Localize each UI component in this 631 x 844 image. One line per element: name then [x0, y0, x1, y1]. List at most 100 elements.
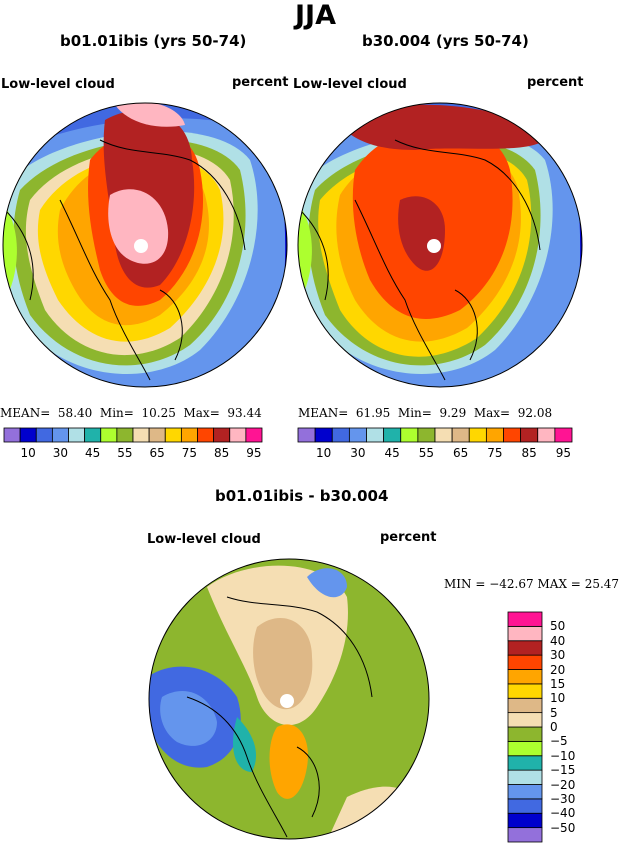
panel1-units-label: percent — [232, 75, 289, 90]
panel1-colorbar-tick-label: 45 — [85, 446, 101, 460]
panel1-colorbar-tick-label: 10 — [20, 446, 36, 460]
panel2-colorbar-swatch — [331, 427, 350, 443]
diff-min-label: MIN = — [444, 577, 486, 591]
panel1-colorbar-tick-label: 55 — [117, 446, 133, 460]
panel1-title: b01.01ibis (yrs 50-74) — [60, 32, 247, 50]
panel1-colorbar-swatch — [229, 427, 247, 443]
panel2-stats: MEAN= 61.95 Min= 9.29 Max= 92.08 — [298, 406, 552, 420]
panel2-colorbar-tick-label: 45 — [384, 446, 400, 460]
panel1-colorbar-swatch — [148, 427, 166, 443]
diff-colorbar-swatch — [507, 769, 543, 785]
diff-colorbar-tick-label: 5 — [550, 705, 558, 720]
panel2-colorbar-tick-label: 85 — [521, 446, 537, 460]
panel2-colorbar-tick-label: 55 — [418, 446, 435, 460]
diff-colorbar-tick-label: −30 — [550, 791, 576, 806]
panel2-colorbar-tick-label: 10 — [316, 446, 332, 460]
diff-colorbar-swatch — [507, 654, 543, 670]
diff-colorbar-tick-label: −5 — [550, 734, 568, 749]
diff-colorbar-tick-label: 30 — [550, 648, 566, 663]
diff-panel-title: b01.01ibis - b30.004 — [215, 487, 389, 505]
panel1-colorbar-swatch — [84, 427, 102, 443]
panel2-colorbar-swatch — [537, 427, 556, 443]
panel1-colorbar-swatch — [197, 427, 215, 443]
panel2-polar-map — [297, 102, 583, 388]
panel1-colorbar-swatch — [164, 427, 182, 443]
panel2-colorbar-swatch — [451, 427, 470, 443]
panel1-min-value: 10.25 — [141, 406, 176, 420]
diff-variable-label: Low-level cloud — [147, 532, 261, 547]
panel2-colorbar-tick-label: 95 — [555, 446, 572, 460]
diff-colorbar-tick-label: −10 — [550, 748, 576, 763]
diff-colorbar-swatch — [507, 640, 543, 656]
diff-colorbar-swatch — [507, 697, 543, 714]
panel2-colorbar-tick-label: 30 — [350, 446, 366, 460]
diff-units-label: percent — [380, 530, 437, 545]
panel2-colorbar-swatch — [348, 427, 367, 443]
panel2-colorbar-tick-label: 75 — [487, 446, 503, 460]
panel2-mean-label: MEAN= — [298, 406, 349, 420]
panel1-colorbar-swatch — [116, 427, 134, 443]
panel1-variable-label: Low-level cloud — [1, 77, 115, 92]
diff-polar-map — [148, 558, 430, 840]
panel1-colorbar-tick-label: 75 — [181, 446, 198, 460]
panel2-colorbar-swatch — [485, 427, 504, 443]
panel2-colorbar-swatch — [520, 427, 539, 443]
panel1-stats: MEAN= 58.40 Min= 10.25 Max= 93.44 — [0, 406, 262, 420]
panel1-colorbar — [3, 427, 263, 443]
panel1-max-label: Max= — [183, 406, 220, 420]
diff-colorbar-tick-label: 50 — [550, 619, 566, 634]
diff-colorbar-swatch — [507, 755, 543, 771]
panel2-max-value: 92.08 — [517, 406, 553, 420]
panel1-colorbar-swatch — [68, 427, 86, 443]
diff-colorbar-tick-label: −50 — [550, 820, 576, 835]
panel1-colorbar-swatch — [132, 427, 150, 443]
panel2-min-value: 9.29 — [439, 406, 467, 420]
panel1-mean-value: 58.40 — [57, 406, 93, 420]
panel1-colorbar-swatch — [51, 427, 69, 443]
diff-colorbar-swatch — [507, 611, 543, 627]
diff-colorbar-tick-label: 40 — [550, 633, 566, 648]
diff-colorbar-swatch — [507, 712, 543, 728]
panel2-colorbar-swatch — [503, 427, 522, 443]
panel1-max-value: 93.44 — [227, 406, 262, 420]
main-title: JJA — [295, 0, 336, 31]
panel1-colorbar-swatch — [245, 427, 263, 443]
panel2-colorbar-labels: 10 30 45 55 65 75 85 95 — [298, 446, 572, 462]
panel1-colorbar-labels: 10 30 45 55 65 75 85 95 — [4, 446, 262, 462]
diff-colorbar-tick-label: 20 — [550, 662, 566, 677]
panel2-max-label: Max= — [473, 406, 511, 420]
panel1-min-label: Min= — [99, 406, 134, 420]
panel2-mean-value: 61.95 — [355, 406, 391, 420]
diff-colorbar-swatch — [507, 798, 543, 814]
panel2-colorbar-swatch — [366, 427, 385, 443]
diff-stats: MIN = −42.67 MAX = 25.47 — [444, 577, 619, 591]
panel1-mean-label: MEAN= — [0, 406, 51, 420]
diff-colorbar-swatch — [507, 812, 543, 829]
diff-colorbar-swatch — [507, 827, 543, 843]
panel2-variable-label: Low-level cloud — [293, 77, 407, 92]
panel2-colorbar-swatch — [417, 427, 436, 443]
panel2-colorbar-swatch — [434, 427, 453, 443]
panel2-colorbar-tick-label: 65 — [453, 446, 469, 460]
panel1-colorbar-tick-label: 30 — [52, 446, 69, 460]
diff-colorbar-tick-label: −15 — [550, 763, 576, 778]
diff-colorbar-swatch — [507, 726, 543, 742]
diff-colorbar-tick-label: 0 — [550, 720, 558, 734]
panel2-colorbar-swatch — [314, 427, 333, 443]
diff-min-value: −42.67 — [489, 577, 534, 591]
panel1-colorbar-swatch — [19, 427, 37, 443]
diff-colorbar-tick-label: −20 — [550, 777, 576, 792]
diff-colorbar — [507, 611, 543, 843]
diff-colorbar-labels: −50 −40 −30 −20 −15 −10 −5 0 5 10 15 20 30 40 50 — [550, 612, 590, 842]
panel2-colorbar-swatch — [297, 427, 316, 443]
panel1-polar-map — [2, 102, 288, 388]
panel2-colorbar-swatch — [554, 427, 573, 443]
diff-colorbar-tick-label: 10 — [550, 691, 566, 706]
diff-colorbar-swatch — [507, 784, 543, 800]
panel2-colorbar — [297, 427, 573, 443]
diff-colorbar-tick-label: 15 — [550, 676, 566, 691]
panel2-colorbar-swatch — [383, 427, 402, 443]
diff-colorbar-tick-label: −40 — [550, 806, 576, 821]
panel1-colorbar-tick-label: 85 — [214, 446, 230, 460]
panel2-title: b30.004 (yrs 50-74) — [362, 32, 529, 50]
